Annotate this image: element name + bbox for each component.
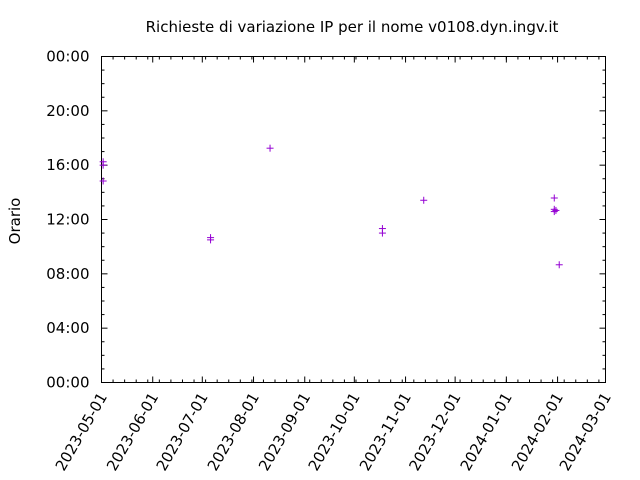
- y-tick-label: 00:00: [46, 374, 89, 392]
- data-point: [550, 208, 558, 216]
- y-tick-label: 16:00: [46, 156, 89, 174]
- data-point: [99, 177, 107, 185]
- y-tick-label: 12:00: [46, 211, 89, 229]
- x-tick-label: 2023-06-01: [103, 390, 162, 475]
- x-tick-label: 2024-01-01: [457, 390, 516, 475]
- y-axis: 00:00 04:00 08:00 12:00 16:00 20:00 00:00: [46, 48, 606, 392]
- x-tick-label: 2023-07-01: [153, 390, 212, 475]
- data-points: [99, 144, 563, 269]
- data-point: [99, 161, 107, 169]
- x-tick-label: 2023-05-01: [52, 390, 111, 475]
- x-tick-label: 2023-12-01: [405, 390, 464, 475]
- data-point: [420, 196, 428, 204]
- data-point: [207, 236, 215, 244]
- x-tick-label: 2023-10-01: [305, 390, 364, 475]
- y-tick-label: 20:00: [46, 102, 89, 120]
- data-point: [555, 261, 563, 269]
- chart-title: Richieste di variazione IP per il nome v…: [146, 18, 559, 36]
- data-point: [378, 229, 386, 237]
- y-tick-label: 00:00: [46, 48, 89, 66]
- x-axis: 2023-05-012023-06-012023-07-012023-08-01…: [52, 56, 615, 475]
- y-tick-label: 08:00: [46, 265, 89, 283]
- data-point: [552, 206, 560, 214]
- plot-area-border: [101, 56, 606, 383]
- x-tick-label: 2023-08-01: [204, 390, 263, 475]
- y-tick-label: 04:00: [46, 319, 89, 337]
- data-point: [266, 144, 274, 152]
- data-point: [550, 194, 558, 202]
- y-axis-label: Orario: [6, 198, 24, 245]
- x-tick-label: 2023-11-01: [356, 390, 415, 475]
- x-tick-label: 2023-09-01: [255, 390, 314, 475]
